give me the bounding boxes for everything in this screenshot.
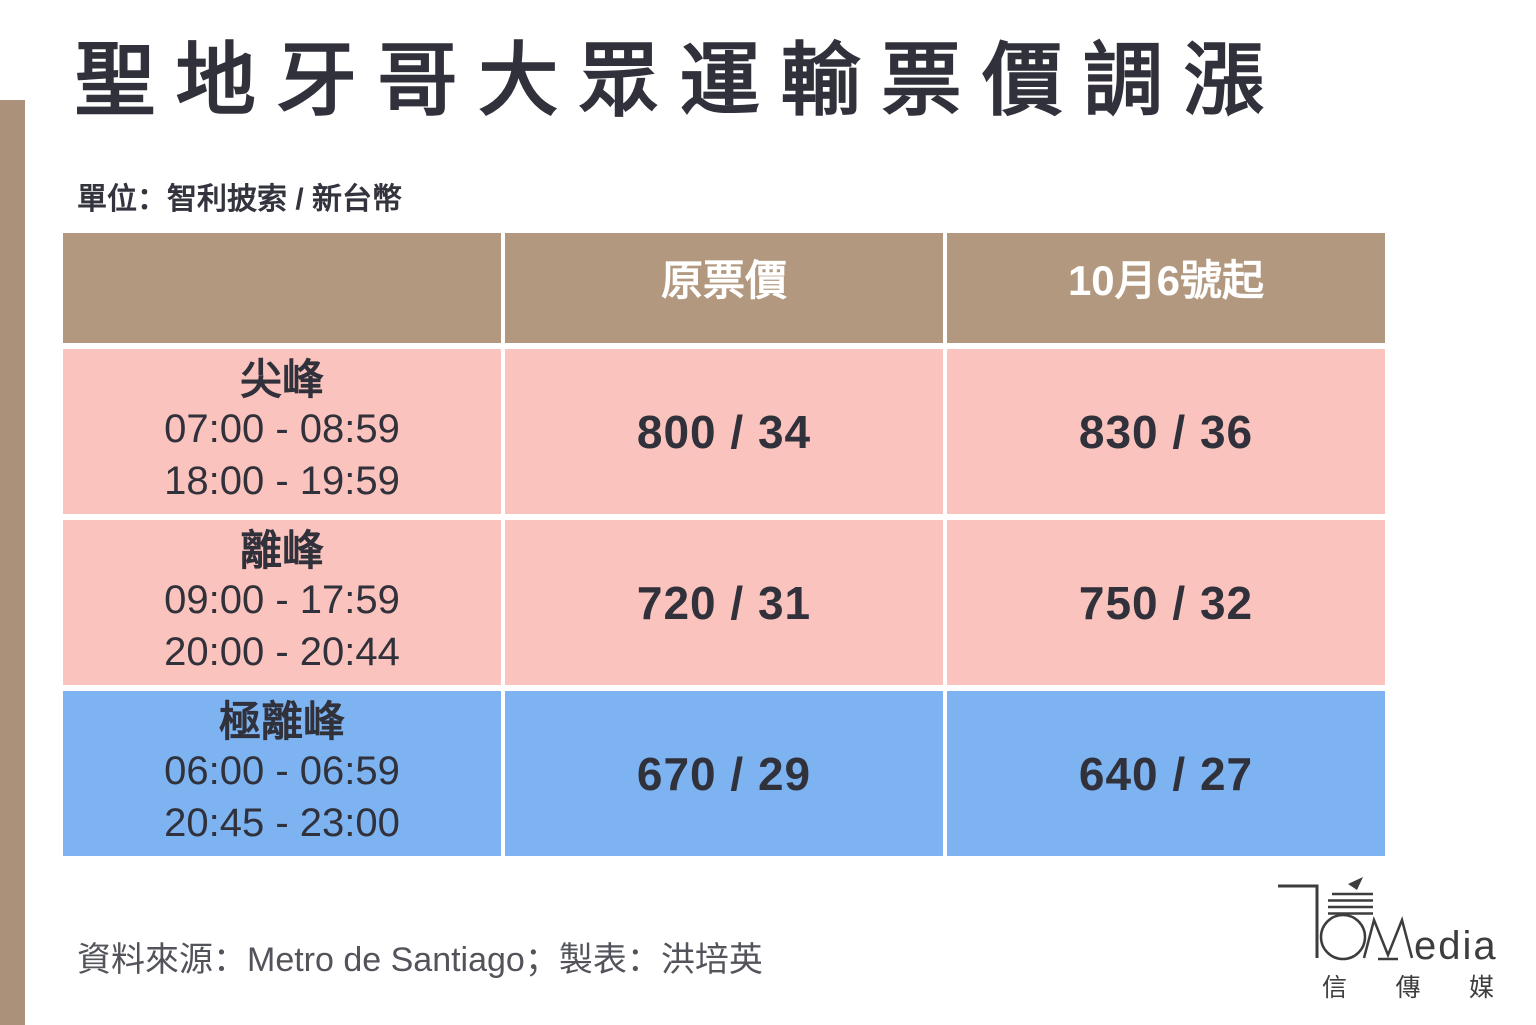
header-cell-new-fare: 10月6號起 [947,233,1385,343]
logo-cn-char: 信 [1322,974,1348,1002]
period-time: 18:00 - 19:59 [164,458,400,503]
period-cell-peak: 尖峰 07:00 - 08:59 18:00 - 19:59 [63,349,501,514]
period-time: 20:45 - 23:00 [164,800,400,845]
logo-cn-char: 傳 [1395,974,1421,1002]
cmedia-logo: edia 信 傳 媒 [1266,866,1498,1011]
original-fare-offpeak: 720 / 31 [505,520,943,685]
logo-cn-text: 信 傳 媒 [1322,968,1494,1004]
new-fare-super-offpeak: 640 / 27 [947,691,1385,856]
period-time: 09:00 - 17:59 [164,578,400,623]
logo-cn-char: 媒 [1468,974,1494,1002]
header-cell-empty [63,233,501,343]
page-title: 聖地牙哥大眾運輸票價調漲 [75,36,1285,125]
unit-note: 單位：智利披索 / 新台幣 [77,183,403,216]
period-time: 07:00 - 08:59 [164,407,400,452]
new-fare-offpeak: 750 / 32 [947,520,1385,685]
period-cell-offpeak: 離峰 09:00 - 17:59 20:00 - 20:44 [63,520,501,685]
left-accent-bar [0,100,25,1025]
cmedia-logo-mark: edia [1278,877,1498,966]
original-fare-peak: 800 / 34 [505,349,943,514]
fare-table: 原票價 10月6號起 尖峰 07:00 - 08:59 18:00 - 19:5… [63,233,1385,856]
period-label: 尖峰 [239,356,324,404]
period-cell-super-offpeak: 極離峰 06:00 - 06:59 20:45 - 23:00 [63,691,501,856]
period-time: 20:00 - 20:44 [164,629,400,674]
logo-media-text: edia [1414,924,1498,966]
source-line: 資料來源：Metro de Santiago；製表：洪培英 [77,941,763,979]
period-label: 極離峰 [218,698,345,746]
header-cell-original-fare: 原票價 [505,233,943,343]
period-label: 離峰 [239,527,324,575]
new-fare-peak: 830 / 36 [947,349,1385,514]
period-time: 06:00 - 06:59 [164,749,400,794]
original-fare-super-offpeak: 670 / 29 [505,691,943,856]
